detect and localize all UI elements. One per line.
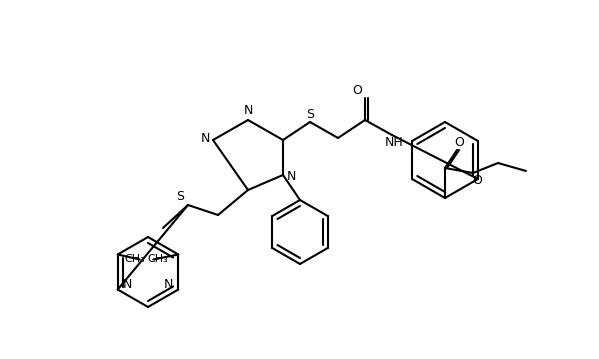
Text: O: O bbox=[472, 174, 482, 187]
Text: CH₃: CH₃ bbox=[148, 255, 168, 265]
Text: S: S bbox=[306, 107, 314, 121]
Text: O: O bbox=[454, 135, 464, 149]
Text: CH₃: CH₃ bbox=[125, 255, 146, 265]
Text: NH: NH bbox=[385, 136, 403, 149]
Text: N: N bbox=[200, 131, 210, 145]
Text: N: N bbox=[243, 103, 253, 117]
Text: N: N bbox=[123, 278, 132, 291]
Text: S: S bbox=[176, 191, 184, 204]
Text: N: N bbox=[164, 278, 173, 291]
Text: N: N bbox=[286, 171, 296, 183]
Text: O: O bbox=[352, 84, 362, 97]
